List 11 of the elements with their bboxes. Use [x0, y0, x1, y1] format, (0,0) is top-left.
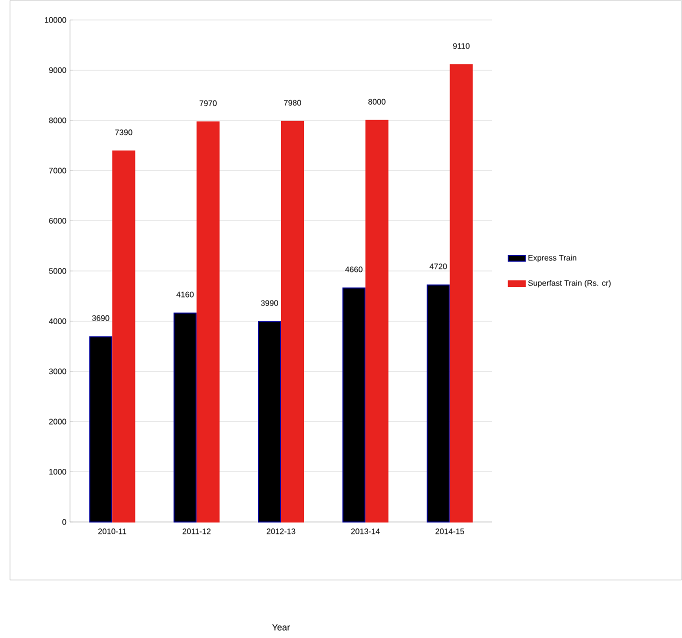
bar	[342, 288, 366, 522]
bar	[450, 64, 473, 522]
bar	[258, 321, 282, 522]
bar	[112, 150, 136, 522]
text: Year	[272, 624, 290, 630]
bar	[281, 120, 304, 522]
bar	[196, 121, 220, 522]
bar	[89, 336, 112, 522]
bar	[365, 120, 388, 522]
bar	[426, 284, 450, 522]
bar	[174, 312, 197, 522]
